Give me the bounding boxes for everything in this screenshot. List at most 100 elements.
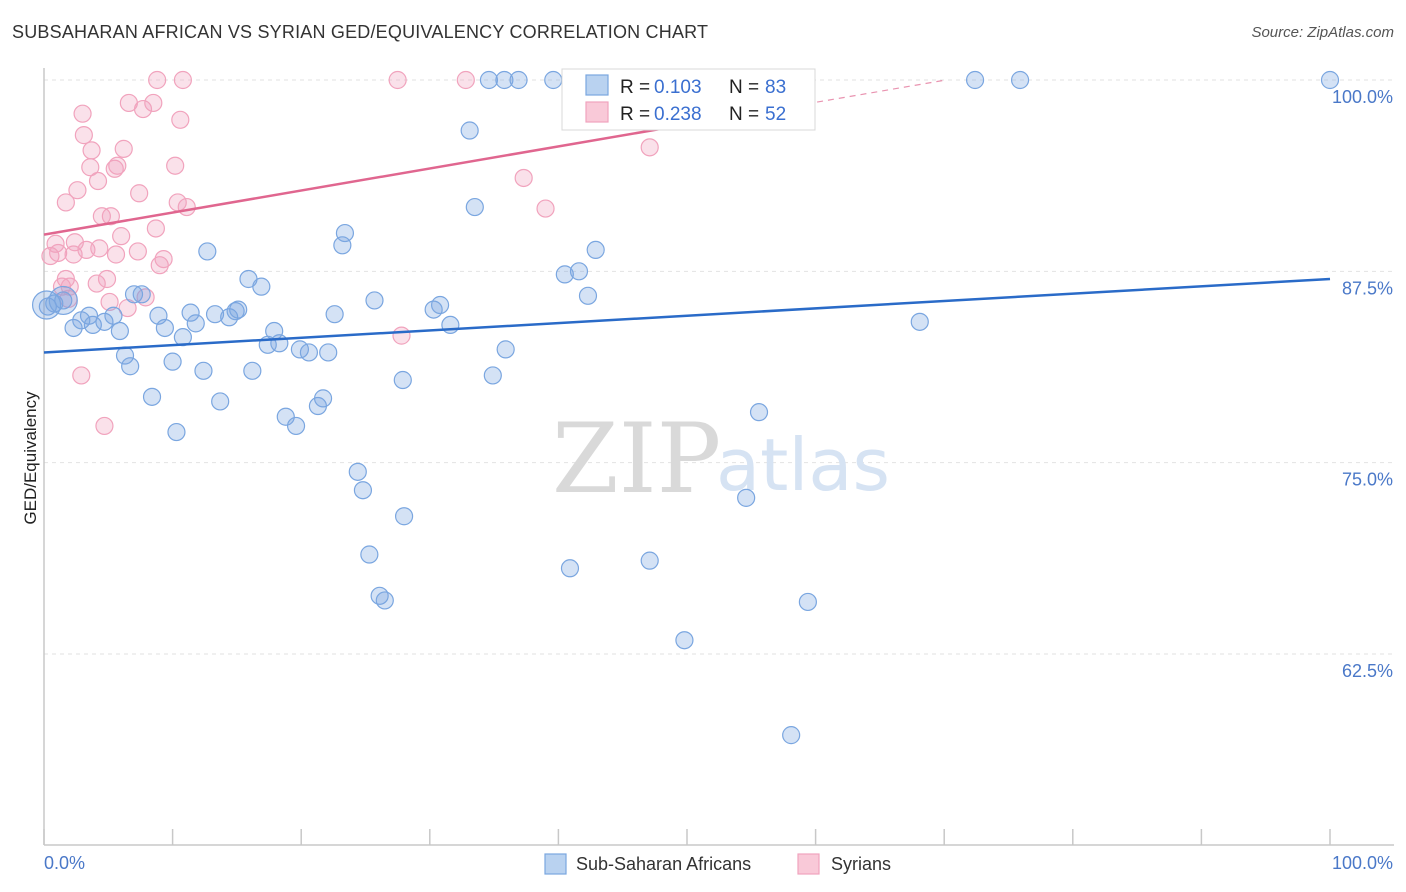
point-sub-saharan-5 — [79, 306, 99, 325]
point-syrian-21 — [95, 416, 114, 436]
point-sub-saharan-76 — [910, 312, 929, 331]
point-sub-saharan-78 — [1010, 70, 1030, 90]
point-sub-saharan-44 — [335, 223, 355, 243]
point-sub-saharan-30 — [243, 361, 262, 380]
point-syrian-17 — [87, 274, 106, 293]
point-sub-saharan-35 — [276, 407, 295, 426]
y-tick-label-2: 75.0% — [1342, 470, 1393, 490]
stats-n-label-blue: N = — [729, 77, 759, 98]
stats-n-label-pink: N = — [729, 104, 759, 125]
point-sub-saharan-9 — [110, 321, 129, 341]
point-sub-saharan-60 — [495, 70, 514, 90]
x-tick-marks — [43, 829, 1331, 845]
chart-source: Source: ZipAtlas.com — [1251, 24, 1394, 41]
point-sub-saharan-8 — [104, 306, 123, 325]
point-large-0 — [31, 290, 62, 320]
point-sub-saharan-77 — [965, 70, 985, 90]
point-sub-saharan-18 — [167, 422, 186, 442]
point-sub-saharan-47 — [360, 545, 379, 564]
point-sub-saharan-31 — [252, 277, 271, 296]
watermark-zip: ZIP — [552, 403, 721, 515]
series-syrians — [41, 70, 659, 436]
point-syrian-19 — [90, 239, 109, 258]
point-sub-saharan-46 — [353, 481, 373, 500]
point-syrian-37 — [146, 219, 165, 238]
chart-title: SUBSAHARAN AFRICAN VS SYRIAN GED/EQUIVAL… — [12, 22, 709, 42]
point-sub-saharan-50 — [375, 591, 394, 610]
point-sub-saharan-53 — [424, 300, 443, 319]
stats-n-value-blue: 83 — [765, 77, 786, 98]
point-syrian-46 — [388, 70, 407, 90]
point-syrian-41 — [166, 156, 185, 175]
point-syrian-34 — [133, 99, 153, 119]
point-syrian-45 — [177, 197, 196, 217]
point-sub-saharan-61 — [496, 340, 515, 359]
point-sub-saharan-6 — [83, 315, 102, 335]
point-sub-saharan-16 — [155, 318, 174, 338]
point-sub-saharan-65 — [560, 559, 580, 578]
point-syrian-22 — [97, 269, 117, 289]
point-sub-saharan-56 — [460, 121, 479, 140]
x-tick-label-min: 0.0% — [44, 853, 85, 873]
x-tick-label-max: 100.0% — [1332, 853, 1393, 873]
point-sub-saharan-40 — [313, 389, 333, 408]
point-syrian-12 — [73, 104, 92, 123]
point-sub-saharan-28 — [229, 300, 248, 319]
point-sub-saharan-57 — [465, 197, 484, 217]
point-sub-saharan-34 — [270, 334, 289, 353]
point-syrian-49 — [514, 168, 533, 188]
point-syrian-43 — [171, 110, 190, 129]
point-syrian-27 — [108, 156, 127, 175]
point-syrian-33 — [130, 184, 149, 203]
point-syrian-38 — [148, 70, 167, 90]
point-sub-saharan-25 — [211, 392, 230, 411]
point-sub-saharan-42 — [325, 305, 344, 324]
trend-line-1 — [43, 123, 688, 236]
point-syrian-32 — [128, 242, 147, 261]
point-sub-saharan-36 — [286, 416, 306, 436]
stats-r-label-blue: R = — [620, 77, 650, 98]
point-syrian-36 — [144, 93, 163, 113]
y-tick-label-1: 87.5% — [1342, 278, 1393, 298]
legend: Sub-Saharan Africans Syrians — [544, 853, 891, 875]
point-sub-saharan-75 — [798, 592, 817, 612]
point-syrian-44 — [173, 70, 192, 90]
stats-box: R = 0.103 N = 83 R = 0.238 N = 52 — [561, 68, 816, 131]
stats-n-value-pink: 52 — [765, 104, 786, 125]
point-sub-saharan-20 — [181, 303, 200, 322]
legend-label-sub-saharan: Sub-Saharan Africans — [576, 854, 751, 874]
stats-r-value-pink: 0.238 — [654, 104, 702, 125]
y-tick-label-0: 100.0% — [1332, 87, 1393, 107]
point-sub-saharan-69 — [640, 551, 659, 570]
point-syrian-29 — [114, 139, 133, 158]
point-sub-saharan-74 — [782, 726, 801, 745]
point-syrian-51 — [640, 138, 659, 157]
y-axis-title: GED/Equivalency — [21, 391, 40, 525]
point-sub-saharan-72 — [737, 488, 756, 507]
stats-swatch-pink — [585, 101, 609, 123]
point-syrian-47 — [392, 326, 411, 345]
point-sub-saharan-14 — [142, 387, 162, 406]
point-sub-saharan-2 — [54, 291, 73, 310]
point-sub-saharan-55 — [441, 315, 460, 335]
point-sub-saharan-73 — [749, 403, 769, 422]
y-tick-labels: 100.0% 87.5% 75.0% 62.5% — [1332, 87, 1393, 681]
point-syrian-23 — [100, 292, 119, 312]
point-sub-saharan-17 — [163, 352, 182, 371]
stats-r-value-blue: 0.103 — [654, 77, 702, 98]
point-sub-saharan-66 — [569, 262, 589, 281]
point-sub-saharan-54 — [430, 295, 450, 315]
point-syrian-2 — [49, 243, 68, 263]
point-sub-saharan-41 — [319, 343, 338, 362]
stats-swatch-blue — [585, 74, 609, 96]
point-sub-saharan-11 — [121, 357, 140, 376]
point-syrian-26 — [106, 245, 126, 264]
trend-lines — [43, 79, 1331, 354]
point-sub-saharan-38 — [299, 343, 319, 362]
point-syrian-50 — [536, 199, 555, 218]
point-sub-saharan-59 — [483, 366, 502, 385]
point-sub-saharan-63 — [544, 70, 563, 90]
point-syrian-48 — [456, 70, 475, 90]
point-sub-saharan-12 — [124, 285, 144, 304]
